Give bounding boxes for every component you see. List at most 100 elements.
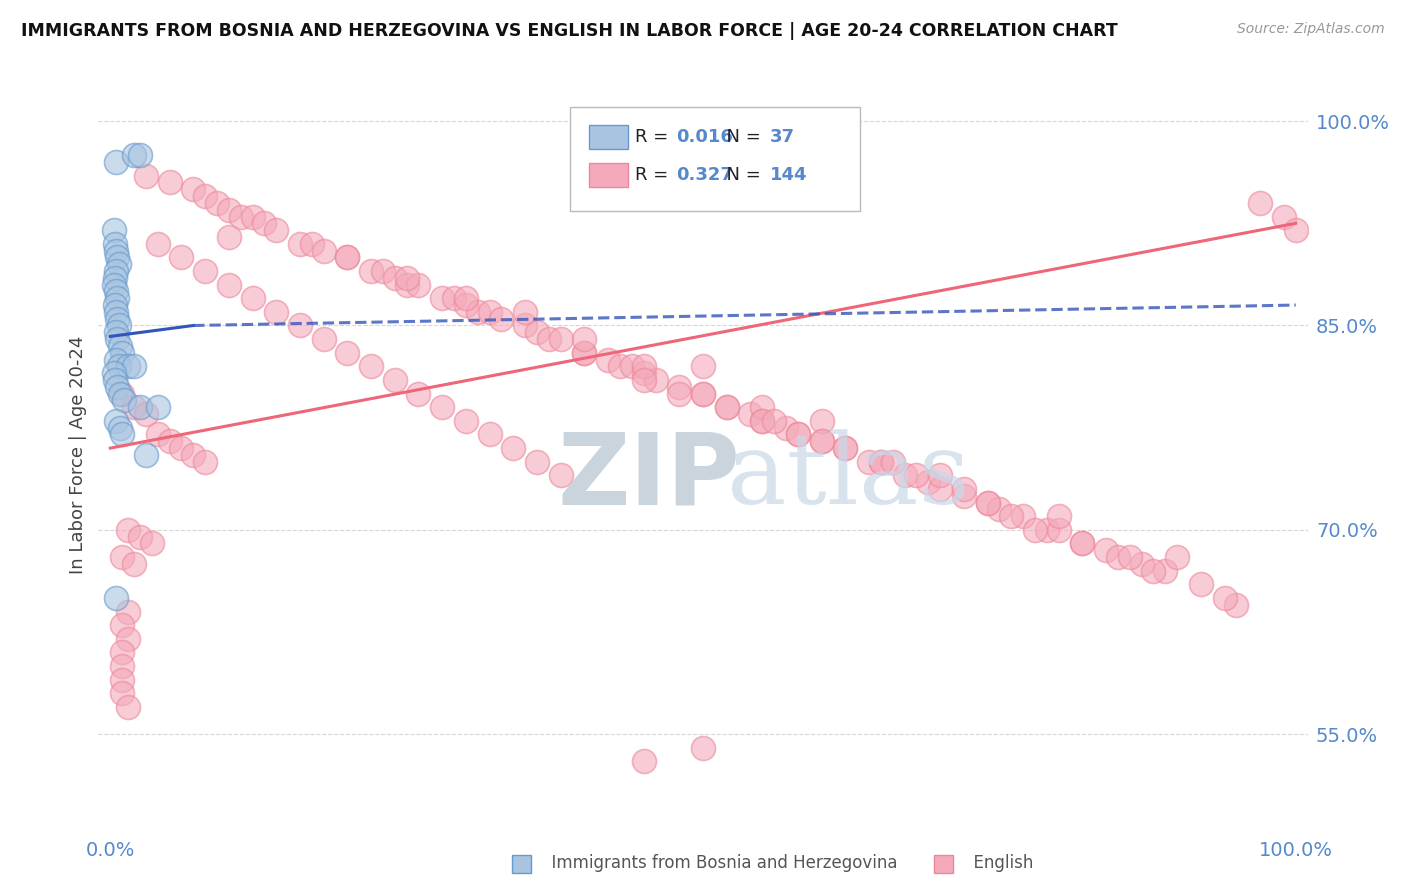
Text: Source: ZipAtlas.com: Source: ZipAtlas.com	[1237, 22, 1385, 37]
Point	[105, 311, 128, 326]
Point	[668, 386, 690, 401]
Point	[117, 605, 139, 619]
Point	[104, 236, 127, 251]
Point	[1119, 550, 1142, 565]
Point	[264, 305, 287, 319]
Point	[205, 195, 228, 210]
Point	[105, 332, 128, 346]
Point	[620, 359, 643, 374]
Point	[111, 550, 134, 565]
Point	[105, 251, 128, 265]
Point	[751, 414, 773, 428]
Point	[141, 536, 163, 550]
Text: 0.016: 0.016	[676, 128, 734, 146]
Point	[786, 427, 808, 442]
Point	[454, 291, 477, 305]
Point	[111, 427, 134, 442]
Point	[336, 345, 359, 359]
Point	[104, 373, 127, 387]
Point	[633, 373, 655, 387]
Point	[135, 169, 157, 183]
Point	[104, 270, 127, 285]
Point	[288, 318, 311, 333]
Point	[336, 251, 359, 265]
Point	[1000, 509, 1022, 524]
Point	[117, 523, 139, 537]
Point	[834, 441, 856, 455]
Point	[1166, 550, 1188, 565]
Point	[105, 264, 128, 278]
Point	[194, 189, 217, 203]
Point	[502, 441, 524, 455]
Point	[253, 216, 276, 230]
Point	[122, 148, 145, 162]
Point	[574, 345, 596, 359]
Text: N =: N =	[716, 166, 766, 184]
Point	[515, 305, 537, 319]
Point	[111, 386, 134, 401]
Point	[633, 366, 655, 380]
Point	[146, 236, 169, 251]
Point	[105, 352, 128, 367]
Point	[550, 332, 572, 346]
Point	[526, 326, 548, 340]
Point	[692, 386, 714, 401]
FancyBboxPatch shape	[589, 125, 628, 149]
Point	[170, 251, 193, 265]
Point	[716, 401, 738, 415]
Point	[114, 393, 136, 408]
Point	[107, 318, 129, 333]
Point	[1071, 536, 1094, 550]
Text: IMMIGRANTS FROM BOSNIA AND HERZEGOVINA VS ENGLISH IN LABOR FORCE | AGE 20-24 COR: IMMIGRANTS FROM BOSNIA AND HERZEGOVINA V…	[21, 22, 1118, 40]
Point	[122, 401, 145, 415]
Point	[108, 339, 131, 353]
Point	[763, 414, 786, 428]
Point	[454, 414, 477, 428]
Point	[598, 352, 620, 367]
Point	[1130, 557, 1153, 571]
Point	[360, 264, 382, 278]
Point	[976, 495, 998, 509]
Point	[1107, 550, 1129, 565]
Text: Immigrants from Bosnia and Herzegovina: Immigrants from Bosnia and Herzegovina	[520, 855, 897, 872]
Point	[111, 345, 134, 359]
Point	[810, 414, 832, 428]
Point	[515, 318, 537, 333]
Point	[312, 332, 335, 346]
Point	[170, 441, 193, 455]
Point	[467, 305, 489, 319]
Point	[574, 332, 596, 346]
Point	[103, 223, 125, 237]
Point	[117, 359, 139, 374]
Point	[105, 155, 128, 169]
Point	[644, 373, 666, 387]
Point	[633, 755, 655, 769]
Point	[111, 673, 134, 687]
Point	[159, 176, 181, 190]
Point	[905, 468, 928, 483]
Point	[242, 291, 264, 305]
Point	[105, 305, 128, 319]
Point	[478, 305, 501, 319]
Point	[336, 251, 359, 265]
Point	[301, 236, 323, 251]
Y-axis label: In Labor Force | Age 20-24: In Labor Force | Age 20-24	[69, 335, 87, 574]
Point	[1249, 195, 1271, 210]
Point	[408, 277, 430, 292]
Point	[108, 386, 131, 401]
Point	[786, 427, 808, 442]
Point	[1047, 523, 1070, 537]
Point	[105, 326, 128, 340]
Point	[395, 277, 418, 292]
Point	[432, 401, 454, 415]
Point	[108, 420, 131, 434]
Text: R =: R =	[636, 128, 675, 146]
Point	[103, 366, 125, 380]
Point	[107, 257, 129, 271]
Point	[371, 264, 394, 278]
Text: 37: 37	[769, 128, 794, 146]
Point	[1189, 577, 1212, 591]
Point	[242, 210, 264, 224]
Point	[194, 455, 217, 469]
Point	[1272, 210, 1295, 224]
